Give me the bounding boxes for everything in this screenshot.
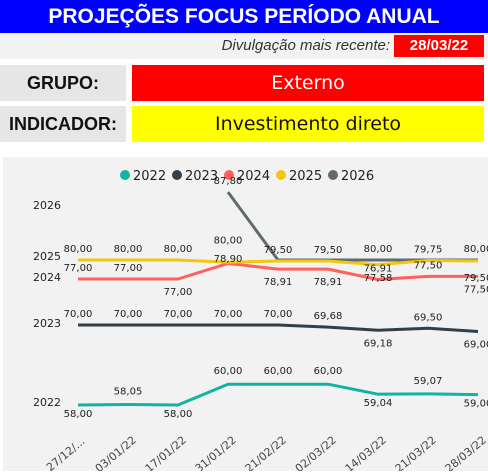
data-label-2023: 69,00 — [464, 340, 488, 351]
data-label-2023: 69,68 — [314, 311, 343, 322]
x-tick-label: 02/03/22 — [293, 433, 339, 471]
data-label-2024: 77,00 — [64, 263, 93, 274]
data-label-2023: 70,00 — [164, 309, 193, 320]
data-label-2022: 60,00 — [264, 366, 293, 377]
data-label-2022: 60,00 — [314, 366, 343, 377]
data-label-2025: 79,50 — [314, 245, 343, 256]
group-selector[interactable]: Externo — [132, 65, 484, 101]
release-date-row: Divulgação mais recente: 28/03/22 — [0, 33, 488, 59]
x-tick-label: 17/01/22 — [143, 433, 189, 471]
legend-marker-2023 — [172, 170, 182, 180]
row-label-2023: 2023 — [33, 317, 61, 330]
legend-label-2023: 2023 — [185, 169, 218, 184]
series-line-2024 — [78, 261, 478, 281]
x-tick-label: 03/01/22 — [93, 433, 139, 471]
legend-marker-2022 — [120, 170, 130, 180]
data-label-2022: 58,00 — [164, 409, 193, 420]
data-label-2023: 70,00 — [214, 309, 243, 320]
data-label-2024: 76,91 — [364, 263, 393, 274]
data-label-2023: 70,00 — [114, 309, 143, 320]
x-tick-label: 21/03/22 — [393, 433, 439, 471]
data-label-2024: 77,00 — [164, 287, 193, 298]
legend-label-2024: 2024 — [237, 169, 270, 184]
release-date-badge: 28/03/22 — [394, 35, 484, 57]
data-label-2022: 60,00 — [214, 366, 243, 377]
data-label-2022: 58,00 — [64, 409, 93, 420]
legend-marker-2026 — [328, 170, 338, 180]
data-label-2025: 79,50 — [264, 245, 293, 256]
data-label-2026: 80,00 — [464, 244, 488, 255]
legend-marker-2024 — [224, 170, 234, 180]
release-date-label: Divulgação mais recente: — [221, 37, 390, 54]
data-label-2025: 79,75 — [414, 245, 443, 256]
row-label-2022: 2022 — [33, 396, 61, 409]
data-label-2025: 80,00 — [114, 244, 143, 255]
row-label-2026: 2026 — [33, 199, 61, 212]
group-label: GRUPO: — [0, 65, 126, 101]
data-label-2022: 59,00 — [464, 399, 488, 410]
legend-label-2025: 2025 — [289, 169, 322, 184]
x-tick-label: 21/02/22 — [243, 433, 289, 471]
indicator-label: INDICADOR: — [0, 106, 126, 142]
row-label-2025: 2025 — [33, 250, 61, 263]
data-label-2023: 70,00 — [64, 309, 93, 320]
data-label-2026: 80,00 — [364, 244, 393, 255]
chart-panel: 2022 2023 2024 2025 2026 2026 2025 2024 2023 2022… — [3, 157, 488, 475]
page-title: PROJEÇÕES FOCUS PERÍODO ANUAL — [0, 0, 488, 33]
x-tick-label: 27/12/... — [44, 435, 88, 471]
data-label-2025: 79,50 — [464, 273, 488, 284]
data-label-2022: 59,04 — [364, 398, 393, 409]
x-tick-label: 28/03/22 — [443, 433, 488, 471]
legend-label-2022: 2022 — [133, 169, 166, 184]
projections-line-chart: 2022 2023 2024 2025 2026 2026 2025 2024 2023 2022… — [33, 169, 488, 475]
indicator-selector[interactable]: Investimento direto — [132, 106, 484, 142]
row-label-2024: 2024 — [33, 271, 61, 284]
data-label-2025: 80,00 — [164, 244, 193, 255]
data-label-2024: 80,00 — [214, 235, 243, 246]
data-label-2026: 87,80 — [214, 176, 243, 187]
series-line-2022 — [77, 382, 479, 407]
data-label-2022: 59,07 — [414, 376, 443, 387]
data-label-2024: 77,50 — [414, 260, 443, 271]
series-line-2023 — [78, 323, 479, 333]
data-label-2023: 70,00 — [264, 309, 293, 320]
legend-marker-2025 — [276, 170, 286, 180]
x-tick-label: 14/03/22 — [343, 433, 389, 471]
data-label-2025: 78,90 — [214, 254, 243, 265]
x-tick-label: 31/01/22 — [193, 433, 239, 471]
data-label-2024: 78,91 — [314, 277, 343, 288]
data-label-2023: 69,50 — [414, 312, 443, 323]
data-label-2025: 77,58 — [364, 273, 393, 284]
data-label-2024: 78,91 — [264, 277, 293, 288]
data-label-2024: 77,50 — [464, 284, 488, 295]
data-label-2025: 80,00 — [64, 244, 93, 255]
data-label-2024: 77,00 — [114, 263, 143, 274]
series-line-2025 — [78, 258, 479, 267]
legend-label-2026: 2026 — [341, 169, 374, 184]
data-label-2022: 58,05 — [114, 386, 143, 397]
data-label-2023: 69,18 — [364, 338, 393, 349]
